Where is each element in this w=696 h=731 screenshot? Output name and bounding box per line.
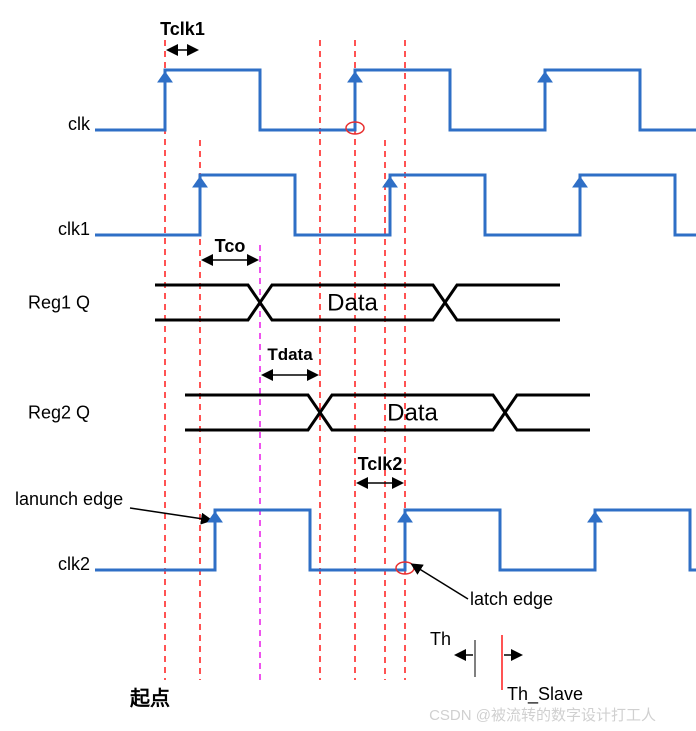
clk2-wave [95,510,696,570]
tclk2-label: Tclk2 [358,454,403,474]
tco-label: Tco [215,236,246,256]
latch-edge-label: latch edge [470,589,553,609]
data-label: Data [327,290,378,317]
rising-edge-arrow [348,72,362,82]
clk-wave [95,70,696,130]
th-slave-label: Th_Slave [507,684,583,705]
data-label: Data [387,400,438,427]
watermark: CSDN @被流转的数字设计打工人 [429,707,656,724]
tclk1-label: Tclk1 [160,19,205,39]
rising-edge-arrow [588,512,602,522]
latch-edge-indicator [413,565,468,599]
rising-edge-arrow [538,72,552,82]
rising-edge-arrow [193,177,207,187]
tdata-label: Tdata [267,345,313,364]
clk1-label: clk1 [58,219,90,239]
reg2-label: Reg2 Q [28,403,90,423]
timing-diagram: Tclk1 clk clk1 Tco Reg1 Q Data Tdata Reg2 Q Data… [0,0,696,731]
launch-edge-indicator [130,508,210,520]
clk-label: clk [68,114,91,134]
rising-edge-arrow [398,512,412,522]
clk2-label: clk2 [58,554,90,574]
th-label: Th [430,629,451,649]
rising-edge-arrow [158,72,172,82]
launch-edge-label: lanunch edge [15,489,123,509]
rising-edge-arrow [573,177,587,187]
rising-edge-arrow [208,512,222,522]
origin-label: 起点 [129,687,170,710]
reg1-label: Reg1 Q [28,293,90,313]
